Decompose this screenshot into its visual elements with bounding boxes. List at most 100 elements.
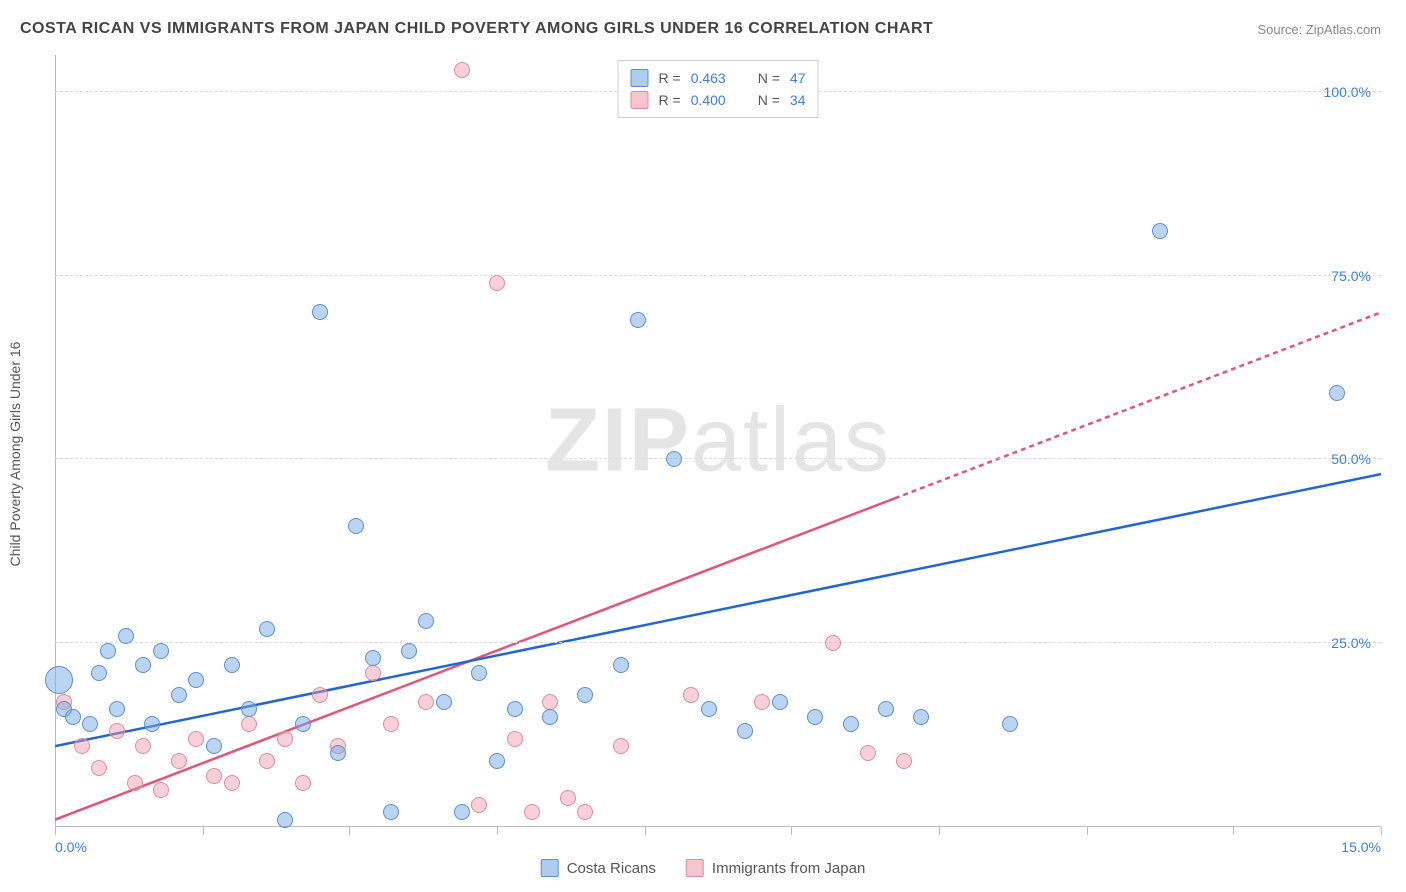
scatter-point [188, 672, 204, 688]
x-tick [791, 827, 792, 835]
scatter-point [577, 687, 593, 703]
scatter-point [913, 709, 929, 725]
scatter-point [144, 716, 160, 732]
stats-legend: R = 0.463 N = 47 R = 0.400 N = 34 [618, 60, 819, 118]
scatter-point [1152, 223, 1168, 239]
scatter-point [206, 768, 222, 784]
scatter-point [825, 635, 841, 651]
scatter-point [127, 775, 143, 791]
scatter-point [109, 701, 125, 717]
scatter-point [82, 716, 98, 732]
scatter-point [383, 716, 399, 732]
n-value-japan: 34 [790, 92, 806, 108]
scatter-point [454, 804, 470, 820]
r-value-japan: 0.400 [691, 92, 726, 108]
r-label: R = [659, 92, 681, 108]
y-axis-label: Child Poverty Among Girls Under 16 [7, 342, 23, 567]
y-tick-label: 25.0% [1331, 635, 1371, 651]
scatter-point [436, 694, 452, 710]
x-tick [1381, 827, 1382, 835]
source-attribution: Source: ZipAtlas.com [1257, 22, 1381, 37]
scatter-point [153, 782, 169, 798]
scatter-point [365, 665, 381, 681]
y-tick-label: 50.0% [1331, 451, 1371, 467]
bottom-legend: Costa Ricans Immigrants from Japan [541, 859, 866, 877]
scatter-point [401, 643, 417, 659]
scatter-point [118, 628, 134, 644]
chart-area: ZIPatlas 25.0%50.0%75.0%100.0%0.0%15.0% … [55, 55, 1381, 827]
scatter-point [277, 731, 293, 747]
scatter-point [878, 701, 894, 717]
scatter-point [560, 790, 576, 806]
swatch-pink [686, 859, 704, 877]
scatter-point [418, 694, 434, 710]
scatter-point [224, 657, 240, 673]
plot-region: ZIPatlas 25.0%50.0%75.0%100.0%0.0%15.0% [55, 55, 1381, 827]
x-tick [1233, 827, 1234, 835]
scatter-point [241, 701, 257, 717]
watermark: ZIPatlas [545, 390, 891, 493]
scatter-point [295, 716, 311, 732]
scatter-point [507, 701, 523, 717]
y-tick-label: 100.0% [1324, 84, 1371, 100]
scatter-point [737, 723, 753, 739]
x-tick [1087, 827, 1088, 835]
scatter-point [524, 804, 540, 820]
gridline [55, 275, 1381, 276]
y-tick-label: 75.0% [1331, 268, 1371, 284]
r-value-costa-ricans: 0.463 [691, 70, 726, 86]
scatter-point [365, 650, 381, 666]
scatter-point [171, 687, 187, 703]
scatter-point [91, 760, 107, 776]
scatter-point [666, 451, 682, 467]
scatter-point [1002, 716, 1018, 732]
x-tick-label: 15.0% [1341, 839, 1381, 855]
scatter-point [65, 709, 81, 725]
x-tick-label: 0.0% [55, 839, 87, 855]
scatter-point [542, 694, 558, 710]
scatter-point [507, 731, 523, 747]
gridline [55, 642, 1381, 643]
scatter-point [171, 753, 187, 769]
scatter-point [109, 723, 125, 739]
scatter-point [489, 753, 505, 769]
x-tick [497, 827, 498, 835]
scatter-point [613, 738, 629, 754]
scatter-point [259, 621, 275, 637]
scatter-point [74, 738, 90, 754]
scatter-point [91, 665, 107, 681]
scatter-point [312, 304, 328, 320]
scatter-point [348, 518, 364, 534]
scatter-point [489, 275, 505, 291]
scatter-point [843, 716, 859, 732]
stats-row-costa-ricans: R = 0.463 N = 47 [631, 67, 806, 89]
scatter-point [418, 613, 434, 629]
swatch-pink [631, 91, 649, 109]
x-tick [939, 827, 940, 835]
legend-item-costa-ricans: Costa Ricans [541, 859, 656, 877]
scatter-point [224, 775, 240, 791]
scatter-point [683, 687, 699, 703]
scatter-point [153, 643, 169, 659]
stats-row-japan: R = 0.400 N = 34 [631, 89, 806, 111]
scatter-point [206, 738, 222, 754]
scatter-point [471, 797, 487, 813]
scatter-point [772, 694, 788, 710]
legend-label-japan: Immigrants from Japan [712, 860, 865, 877]
scatter-point [542, 709, 558, 725]
scatter-point [100, 643, 116, 659]
scatter-point [860, 745, 876, 761]
x-axis-line [55, 826, 1381, 827]
scatter-point [312, 687, 328, 703]
scatter-point [135, 738, 151, 754]
scatter-point [701, 701, 717, 717]
scatter-point [45, 666, 73, 694]
r-label: R = [659, 70, 681, 86]
swatch-blue [631, 69, 649, 87]
scatter-point [613, 657, 629, 673]
scatter-point [135, 657, 151, 673]
scatter-point [188, 731, 204, 747]
gridline [55, 458, 1381, 459]
legend-label-costa-ricans: Costa Ricans [567, 860, 656, 877]
scatter-point [896, 753, 912, 769]
